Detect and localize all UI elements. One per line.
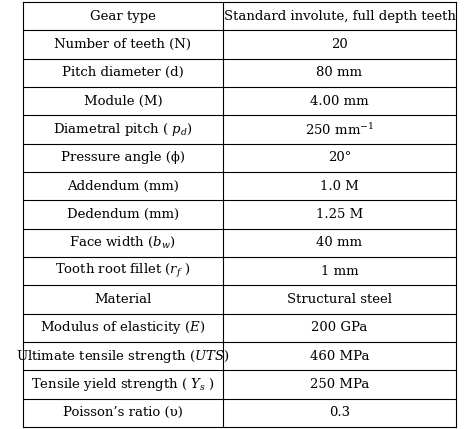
Text: Standard involute, full depth teeth: Standard involute, full depth teeth <box>224 10 456 23</box>
Text: Diametral pitch ( $p_d$): Diametral pitch ( $p_d$) <box>53 121 193 138</box>
Text: 4.00 mm: 4.00 mm <box>310 95 369 108</box>
Text: Pressure angle (ϕ): Pressure angle (ϕ) <box>61 151 185 164</box>
Text: Modulus of elasticity ($E$): Modulus of elasticity ($E$) <box>40 319 206 336</box>
Text: Number of teeth (N): Number of teeth (N) <box>55 38 191 51</box>
Text: 1 mm: 1 mm <box>320 265 358 278</box>
Text: 20°: 20° <box>328 151 351 164</box>
Text: Gear type: Gear type <box>90 10 156 23</box>
Text: Face width ($b_w$): Face width ($b_w$) <box>70 235 176 251</box>
Text: Pitch diameter (d): Pitch diameter (d) <box>62 66 184 79</box>
Text: 80 mm: 80 mm <box>317 66 363 79</box>
Text: 200 GPa: 200 GPa <box>311 321 368 334</box>
Text: Material: Material <box>94 293 152 306</box>
Text: 1.25 M: 1.25 M <box>316 208 363 221</box>
Text: Addendum (mm): Addendum (mm) <box>67 180 179 193</box>
Text: 0.3: 0.3 <box>329 406 350 419</box>
Text: Poisson’s ratio (υ): Poisson’s ratio (υ) <box>63 406 183 419</box>
Text: 40 mm: 40 mm <box>317 236 363 249</box>
Text: Tooth root fillet ($r_f$ ): Tooth root fillet ($r_f$ ) <box>55 262 191 280</box>
Text: Ultimate tensile strength ($\mathit{UTS}$): Ultimate tensile strength ($\mathit{UTS}… <box>16 347 230 365</box>
Text: 1.0 M: 1.0 M <box>320 180 359 193</box>
Text: 460 MPa: 460 MPa <box>310 350 369 363</box>
Text: Dedendum (mm): Dedendum (mm) <box>67 208 179 221</box>
Text: 20: 20 <box>331 38 348 51</box>
Text: Module (M): Module (M) <box>83 95 162 108</box>
Text: Tensile yield strength ( $Y_s$ ): Tensile yield strength ( $Y_s$ ) <box>31 376 215 393</box>
Text: 250 mm$^{-1}$: 250 mm$^{-1}$ <box>305 121 374 138</box>
Text: 250 MPa: 250 MPa <box>310 378 369 391</box>
Text: Structural steel: Structural steel <box>287 293 392 306</box>
